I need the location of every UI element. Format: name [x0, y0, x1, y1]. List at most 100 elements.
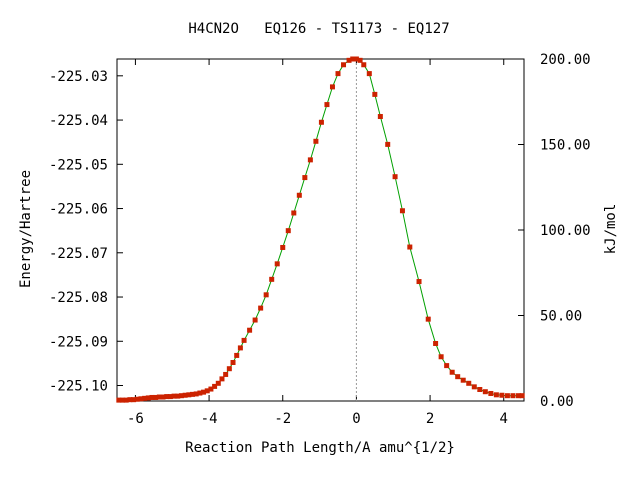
- data-point: [190, 391, 196, 397]
- data-point: [444, 363, 450, 369]
- data-point: [346, 57, 352, 63]
- data-point: [366, 71, 372, 77]
- data-point: [149, 394, 155, 400]
- data-point: [357, 57, 363, 63]
- data-point: [324, 102, 330, 108]
- chart-title: H4CN2O EQ126 - TS1173 - EQ127: [188, 21, 449, 37]
- data-point: [186, 392, 192, 398]
- data-point: [145, 395, 151, 401]
- y-tick-label: -225.04: [49, 113, 108, 129]
- data-point: [353, 56, 359, 62]
- data-point: [313, 138, 319, 144]
- data-point: [204, 388, 210, 394]
- data-point: [241, 337, 247, 343]
- data-point: [307, 157, 313, 163]
- data-point: [341, 62, 347, 68]
- data-point: [519, 393, 525, 399]
- data-point: [499, 392, 505, 398]
- data-point: [197, 390, 203, 396]
- data-point: [416, 279, 422, 285]
- y2-tick-label: 150.00: [540, 138, 591, 154]
- data-point: [504, 393, 510, 399]
- data-point: [247, 327, 253, 333]
- data-point: [201, 389, 207, 395]
- data-point: [455, 374, 461, 380]
- data-point: [178, 393, 184, 399]
- data-point: [377, 114, 383, 120]
- data-point: [361, 62, 367, 68]
- data-point: [127, 397, 133, 403]
- data-point: [460, 377, 466, 383]
- series-line: [118, 58, 523, 401]
- data-point: [296, 192, 302, 198]
- data-point: [285, 228, 291, 234]
- data-point: [182, 392, 188, 398]
- data-point: [142, 395, 148, 401]
- y-tick-label: -225.07: [49, 246, 108, 262]
- x-tick-label: 4: [500, 411, 508, 427]
- data-point: [252, 317, 258, 323]
- x-tick-label: -4: [201, 411, 218, 427]
- y2-tick-label: 0.00: [540, 394, 574, 410]
- y2-tick-label: 200.00: [540, 52, 591, 68]
- data-point: [372, 91, 378, 97]
- data-point: [280, 244, 286, 250]
- x-tick-label: 2: [426, 411, 434, 427]
- y-tick-label: -225.08: [49, 290, 108, 306]
- plot-area: [116, 56, 525, 403]
- x-tick-label: -6: [127, 411, 144, 427]
- x-tick-label: -2: [274, 411, 291, 427]
- y2-tick-label: 50.00: [540, 309, 582, 325]
- data-point: [515, 393, 521, 399]
- data-point: [493, 392, 499, 398]
- data-point: [193, 391, 199, 397]
- data-point: [438, 354, 444, 360]
- y2-axis: 200.00 150.00 100.00 50.00 0.00: [518, 52, 591, 410]
- data-point: [269, 276, 275, 282]
- y2-tick-label: 100.00: [540, 223, 591, 239]
- data-point: [123, 397, 129, 403]
- data-point: [131, 397, 137, 403]
- data-point: [219, 376, 225, 382]
- x-axis: -6 -4 -2 0 2 4: [127, 59, 508, 427]
- data-point: [223, 371, 229, 377]
- data-point: [385, 141, 391, 147]
- data-point: [392, 174, 398, 180]
- data-point: [274, 261, 280, 267]
- data-point: [138, 396, 144, 402]
- data-point: [153, 394, 159, 400]
- data-point: [215, 380, 221, 386]
- data-point: [477, 386, 483, 392]
- x-tick-label: 0: [352, 411, 360, 427]
- data-point: [488, 390, 494, 396]
- data-point: [482, 389, 488, 395]
- data-point: [167, 394, 173, 400]
- data-point: [208, 386, 214, 392]
- data-point: [156, 394, 162, 400]
- data-point: [234, 352, 240, 358]
- y-tick-label: -225.09: [49, 334, 108, 350]
- data-point: [263, 292, 269, 298]
- data-point: [510, 393, 516, 399]
- data-point: [226, 366, 232, 372]
- data-point: [407, 244, 413, 250]
- data-point: [335, 71, 341, 77]
- data-point: [449, 369, 455, 375]
- data-point: [230, 360, 236, 366]
- y-tick-label: -225.03: [49, 69, 108, 85]
- data-point: [302, 175, 308, 181]
- y2-axis-label: kJ/mol: [603, 204, 619, 255]
- data-point: [466, 380, 472, 386]
- data-point: [433, 340, 439, 346]
- y-axis: -225.03 -225.04 -225.05 -225.06 -225.07 -225.…: [49, 69, 123, 395]
- data-point: [237, 345, 243, 351]
- data-point: [258, 305, 264, 311]
- plot-frame: [116, 58, 525, 402]
- data-point: [329, 84, 335, 90]
- data-point: [350, 56, 356, 62]
- y-tick-label: -225.10: [49, 379, 108, 395]
- data-point: [175, 393, 181, 399]
- data-point: [116, 397, 122, 403]
